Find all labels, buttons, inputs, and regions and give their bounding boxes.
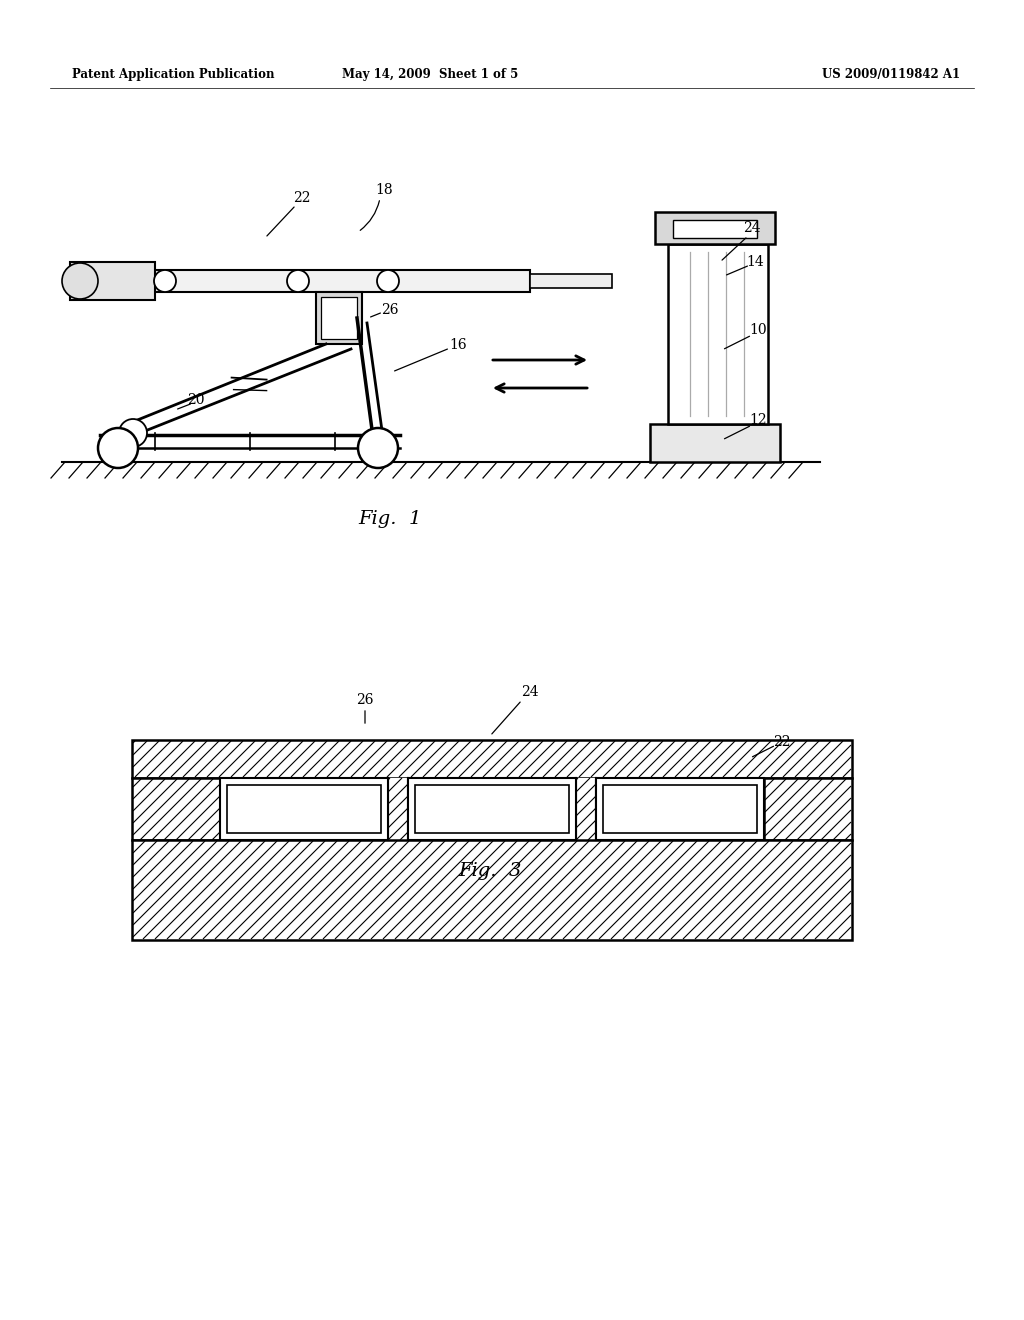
Text: 24: 24 [521, 685, 539, 700]
Bar [650, 424, 780, 462]
Text: 22: 22 [773, 735, 791, 748]
Circle shape [154, 271, 176, 292]
Bar [132, 840, 852, 940]
Bar [673, 220, 757, 238]
Text: 10: 10 [750, 323, 767, 337]
Text: US 2009/0119842 A1: US 2009/0119842 A1 [822, 69, 961, 81]
Bar [316, 292, 362, 345]
Text: Fig.  1: Fig. 1 [358, 510, 422, 528]
Circle shape [358, 428, 398, 469]
Bar [388, 777, 408, 840]
Bar [415, 785, 569, 833]
Bar [132, 741, 852, 777]
Text: 14: 14 [746, 255, 764, 269]
Bar [764, 777, 852, 840]
Bar [227, 785, 381, 833]
Text: 22: 22 [293, 191, 310, 205]
Bar [70, 261, 155, 300]
Circle shape [62, 263, 98, 300]
Text: Fig.  3: Fig. 3 [459, 862, 521, 880]
Text: 26: 26 [356, 693, 374, 708]
Bar [321, 297, 357, 339]
Text: 16: 16 [450, 338, 467, 352]
Text: 24: 24 [743, 220, 761, 235]
Bar [596, 777, 764, 840]
Bar [220, 777, 388, 840]
Bar [668, 244, 768, 424]
Text: May 14, 2009  Sheet 1 of 5: May 14, 2009 Sheet 1 of 5 [342, 69, 518, 81]
Bar [603, 785, 757, 833]
Circle shape [119, 418, 147, 447]
Bar [78, 271, 530, 292]
Text: 26: 26 [381, 304, 398, 317]
Circle shape [377, 271, 399, 292]
Circle shape [287, 271, 309, 292]
Bar [530, 275, 612, 288]
Text: 12: 12 [750, 413, 767, 426]
Text: 18: 18 [375, 183, 393, 197]
Bar [408, 777, 575, 840]
Bar [655, 213, 775, 244]
Text: Patent Application Publication: Patent Application Publication [72, 69, 274, 81]
Text: 20: 20 [187, 393, 205, 407]
Bar [132, 777, 220, 840]
Circle shape [98, 428, 138, 469]
Bar [575, 777, 596, 840]
